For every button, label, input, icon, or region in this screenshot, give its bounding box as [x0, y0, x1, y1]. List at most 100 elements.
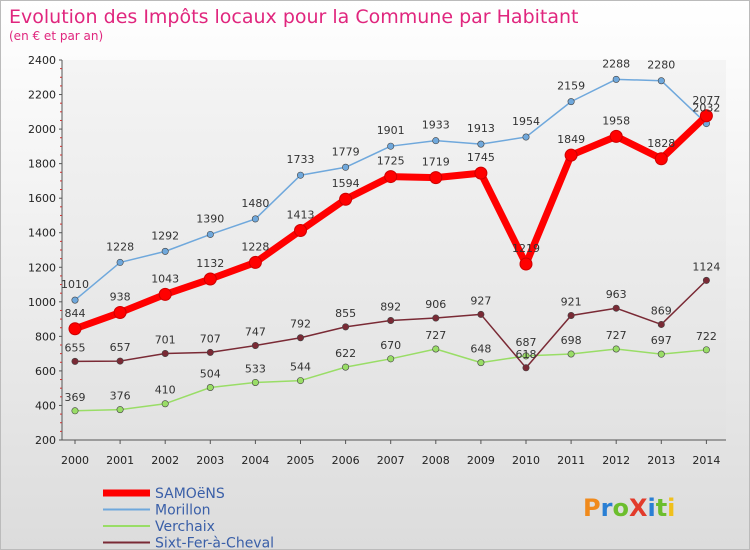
data-label: 1725 — [377, 155, 405, 168]
x-tick-label: 2002 — [151, 454, 179, 467]
data-label: 963 — [606, 288, 627, 301]
data-label: 544 — [290, 361, 311, 374]
data-label: 1124 — [692, 260, 720, 273]
data-label: 792 — [290, 318, 311, 331]
logo-letter: i — [667, 494, 675, 522]
data-point — [161, 400, 169, 408]
data-point — [206, 383, 214, 391]
data-label: 1594 — [332, 177, 360, 190]
data-label: 697 — [651, 334, 672, 347]
data-label: 2288 — [602, 57, 630, 70]
y-tick-label: 2400 — [28, 54, 56, 67]
x-tick-label: 2004 — [241, 454, 269, 467]
data-point — [702, 276, 710, 284]
logo-letter: o — [612, 494, 629, 522]
data-label: 1292 — [151, 229, 179, 242]
data-point — [387, 316, 395, 324]
data-label: 1849 — [557, 133, 585, 146]
data-label: 1043 — [151, 272, 179, 285]
data-label: 687 — [516, 336, 537, 349]
data-label: 670 — [380, 339, 401, 352]
y-tick-label: 2000 — [28, 123, 56, 136]
x-tick-label: 2011 — [557, 454, 585, 467]
data-point — [71, 357, 79, 365]
series-samo-ns — [68, 109, 713, 336]
y-tick-label: 800 — [35, 330, 56, 343]
x-tick-label: 2007 — [377, 454, 405, 467]
data-labels: 1010 1228 1292 1390 1480 1733 1779 1901 1933 1913… — [61, 57, 720, 403]
series-layer — [68, 75, 713, 415]
x-tick-label: 2012 — [602, 454, 630, 467]
data-label: 844 — [65, 307, 86, 320]
data-label: 1954 — [512, 115, 540, 128]
data-point — [296, 377, 304, 385]
data-point — [251, 342, 259, 350]
y-tick-label: 1000 — [28, 296, 56, 309]
data-point — [294, 223, 307, 237]
data-label: 1390 — [196, 212, 224, 225]
proxiti-logo: ProXiti — [583, 494, 675, 522]
data-label: 1958 — [602, 114, 630, 127]
data-label: 655 — [65, 341, 86, 354]
logo-letter: P — [583, 494, 601, 522]
data-point — [477, 140, 485, 148]
data-label: 618 — [516, 348, 537, 361]
data-label: 369 — [65, 391, 86, 404]
data-label: 2032 — [692, 102, 720, 115]
data-point — [248, 255, 262, 269]
data-point — [158, 287, 172, 301]
data-point — [522, 364, 530, 372]
data-label: 1913 — [467, 122, 495, 135]
data-label: 701 — [155, 333, 176, 346]
data-point — [702, 346, 710, 354]
data-label: 410 — [155, 384, 176, 397]
data-point — [654, 152, 668, 166]
data-point — [384, 170, 398, 184]
data-label: 727 — [606, 329, 627, 342]
data-point — [612, 345, 620, 353]
data-point — [609, 129, 623, 143]
x-tick-label: 2006 — [332, 454, 360, 467]
data-point — [342, 363, 350, 371]
y-tick-label: 600 — [35, 365, 56, 378]
data-point — [522, 133, 530, 141]
data-point — [339, 192, 353, 206]
data-point — [116, 258, 124, 266]
data-point — [567, 311, 575, 319]
data-point — [567, 350, 575, 358]
y-tick-label: 200 — [35, 434, 56, 447]
logo-letter: i — [647, 494, 655, 522]
data-label: 1132 — [196, 257, 224, 270]
data-label: 1480 — [241, 197, 269, 210]
data-label: 927 — [470, 294, 491, 307]
y-tick-label: 2200 — [28, 89, 56, 102]
logo-text: ProXiti — [583, 494, 675, 522]
x-tick-label: 2000 — [61, 454, 89, 467]
data-point — [564, 148, 578, 162]
chart-title: Evolution des Impôts locaux pour la Comm… — [9, 6, 579, 28]
data-point — [612, 75, 620, 83]
data-label: 1933 — [422, 119, 450, 132]
y-tick-label: 1200 — [28, 261, 56, 274]
data-label: 622 — [335, 347, 356, 360]
axes: 200 400 600 800 1000 1200 1400 1600 1800 2000 2200… — [28, 54, 726, 467]
data-point — [296, 171, 304, 179]
data-label: 722 — [696, 330, 717, 343]
data-label: 1733 — [287, 153, 315, 166]
data-label: 1010 — [61, 278, 89, 291]
data-point — [296, 334, 304, 342]
data-label: 2159 — [557, 80, 585, 93]
data-point — [474, 166, 488, 180]
x-tick-label: 2009 — [467, 454, 495, 467]
logo-letter: t — [656, 494, 667, 522]
data-point — [71, 296, 79, 304]
data-point — [477, 359, 485, 367]
data-label: 1228 — [241, 240, 269, 253]
y-tick-label: 1400 — [28, 227, 56, 240]
x-tick-label: 2014 — [692, 454, 720, 467]
y-tick-label: 1600 — [28, 192, 56, 205]
data-point — [206, 230, 214, 238]
data-label: 855 — [335, 307, 356, 320]
series-verchaix — [71, 345, 710, 415]
